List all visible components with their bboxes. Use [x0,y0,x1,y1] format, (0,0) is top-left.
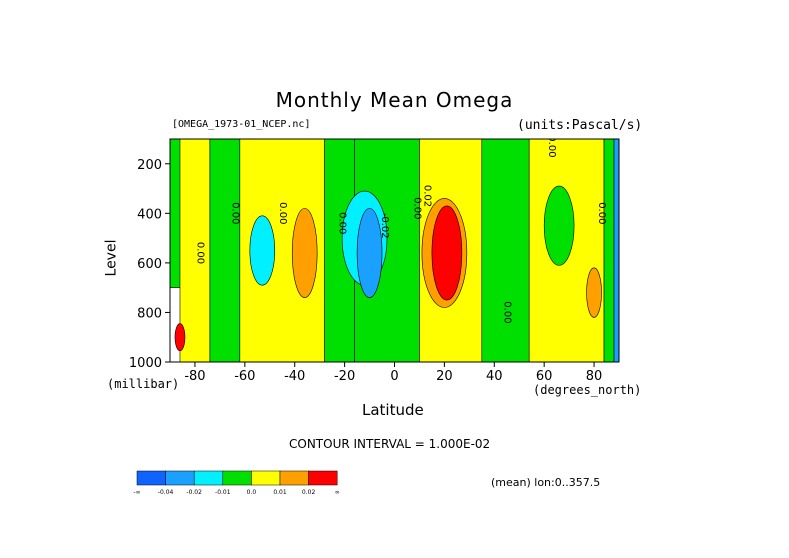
x-tick-label-1: -60 [234,369,255,384]
field-blob-5 [431,205,463,301]
y-tick-label-0: 200 [137,158,162,173]
colorbar-label-0: -∞ [133,489,140,496]
colorbar-swatch-4 [251,470,281,486]
x-tick-label-3: -20 [334,369,355,384]
contour-label-8: 0.00 [546,135,557,157]
x-tick-label-7: 60 [536,369,553,384]
field-blob-2 [249,215,276,286]
field-band-9 [603,139,615,362]
contour-interval-text: CONTOUR INTERVAL = 1.000E-02 [289,437,491,451]
y-tick-label-4: 1000 [129,356,162,371]
contour-label-6: 0.02 [421,185,432,207]
contour-label-3: 0.00 [337,212,348,234]
colorbar-swatch-1 [165,470,195,486]
contour-label-0: 0.00 [194,242,205,264]
source-label: [OMEGA_1973-01_NCEP.nc] [172,119,311,130]
contour-label-1: 0.00 [229,202,240,224]
x-axis-label: Latitude [362,401,424,419]
colorbar-swatch-3 [222,470,252,486]
colorbar-label-2: -0.02 [186,489,202,496]
field-blob-7 [586,267,602,318]
y-tick-label-2: 600 [137,257,162,272]
colorbar-label-3: -0.01 [215,489,231,496]
x-axis-unit: (degrees_north) [533,383,642,397]
field-band-1 [179,139,211,362]
colorbar-label-6: 0.02 [302,489,316,496]
colorbar-label-4: 0.0 [247,489,257,496]
field-blob-8 [174,323,186,352]
y-tick-label-3: 800 [137,306,162,321]
mean-label: (mean) lon:0..357.5 [491,476,601,489]
colorbar-label-5: 0.01 [273,489,287,496]
y-axis-label: Level [103,239,120,277]
colorbar-swatch-0 [136,470,166,486]
x-tick-label-8: 80 [586,369,603,384]
field-band-7 [481,139,530,362]
colorbar-swatch-2 [193,470,224,486]
chart-title: Monthly Mean Omega [275,88,514,112]
field-blob-1 [356,208,383,298]
contour-label-9: 0.00 [596,202,607,224]
x-tick-label-5: 20 [436,369,453,384]
colorbar-label-7: ∞ [335,489,340,496]
field-band-10 [613,139,619,362]
y-tick-label-1: 400 [137,207,162,222]
contour-label-7: 0.00 [501,301,512,323]
contour-label-5: 0.00 [411,197,422,219]
x-tick-label-2: -40 [284,369,305,384]
field-band-2 [209,139,241,362]
units-label: (units:Pascal/s) [517,118,643,133]
y-axis-unit: (millibar) [107,377,180,391]
x-tick-label-4: 0 [390,369,398,384]
field-blob-6 [543,185,575,266]
colorbar-label-1: -0.04 [158,489,174,496]
contour-label-4: -0.02 [379,213,390,239]
field-blob-3 [291,208,318,298]
contour-label-2: 0.00 [277,202,288,224]
colorbar-swatch-5 [279,470,309,486]
colorbar-swatch-6 [308,470,338,486]
x-tick-label-0: -80 [184,369,205,384]
x-tick-label-6: 40 [486,369,503,384]
